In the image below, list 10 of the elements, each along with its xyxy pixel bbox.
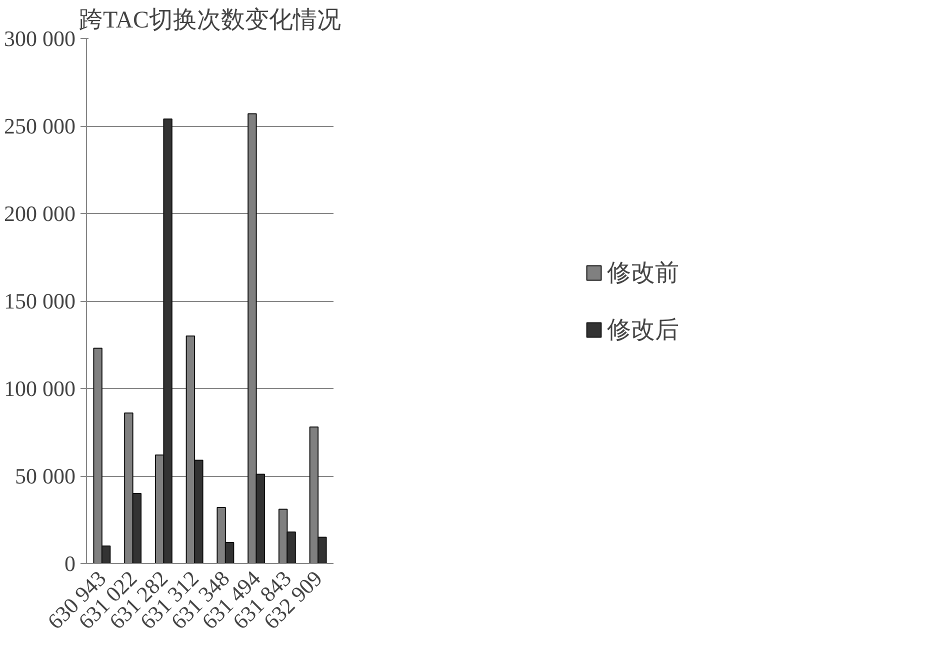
y-tick-label: 150 000 (4, 288, 76, 314)
chart-title: 跨TAC切换次数变化情况 (78, 6, 342, 34)
y-tick-label: 100 000 (4, 376, 76, 401)
legend-label: 修改后 (607, 316, 679, 345)
y-tick-label: 300 000 (4, 26, 76, 51)
legend-label: 修改前 (607, 259, 679, 288)
y-tick-label: 0 (64, 551, 76, 576)
y-tick-label: 200 000 (4, 201, 76, 226)
y-tick-label: 250 000 (4, 114, 76, 138)
y-tick-label: 50 000 (15, 464, 76, 488)
